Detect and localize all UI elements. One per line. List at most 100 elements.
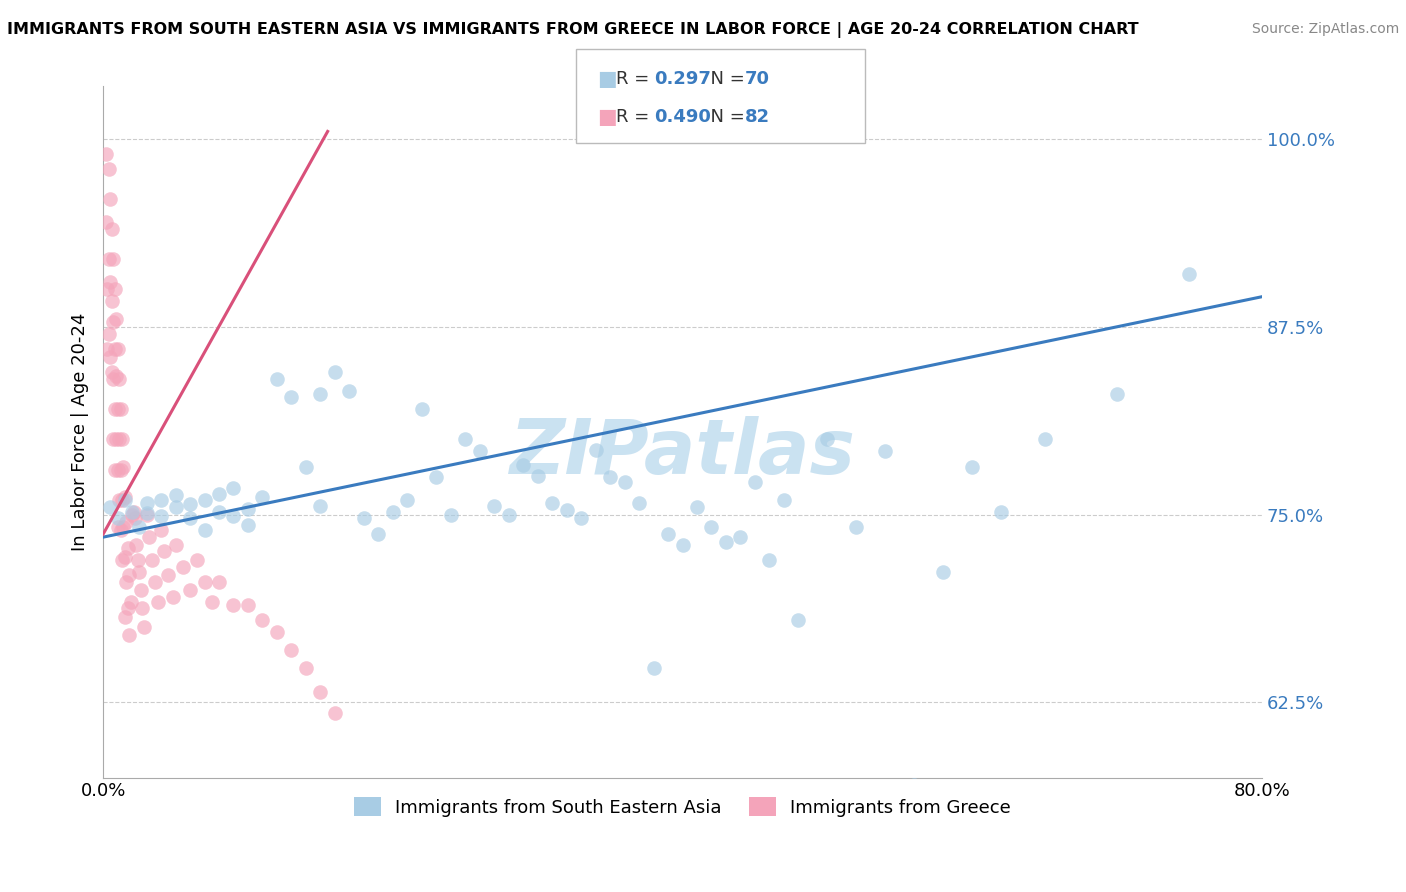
Point [252, 613, 274, 627]
Point [165, 538, 187, 552]
Point [150, 523, 173, 537]
Point [141, 552, 163, 566]
Point [105, 433, 128, 447]
Point [101, 294, 124, 309]
Point [555, 503, 578, 517]
Point [107, 402, 129, 417]
Point [730, 530, 752, 544]
Point [108, 433, 131, 447]
Point [157, 567, 180, 582]
Point [512, 458, 534, 472]
Point [114, 492, 136, 507]
Point [100, 500, 122, 514]
Text: Source: ZipAtlas.com: Source: ZipAtlas.com [1251, 22, 1399, 37]
Point [115, 515, 138, 529]
Point [96, 343, 118, 357]
Point [569, 510, 592, 524]
Point [127, 552, 149, 566]
Point [193, 523, 215, 537]
Point [671, 538, 693, 552]
Point [252, 490, 274, 504]
Point [131, 600, 153, 615]
Point [337, 384, 360, 399]
Point [100, 192, 122, 206]
Point [101, 365, 124, 379]
Point [295, 661, 318, 675]
Point [97, 161, 120, 176]
Point [125, 538, 148, 552]
Text: 0.297: 0.297 [654, 70, 710, 88]
Point [111, 492, 134, 507]
Point [498, 508, 520, 522]
Point [124, 510, 146, 524]
Point [367, 527, 389, 541]
Point [97, 327, 120, 342]
Point [309, 685, 332, 699]
Point [222, 598, 245, 612]
Point [657, 527, 679, 541]
Point [165, 488, 187, 502]
Point [128, 565, 150, 579]
Point [309, 387, 332, 401]
Point [845, 519, 868, 533]
Point [266, 624, 288, 639]
Point [381, 505, 404, 519]
Point [108, 372, 131, 386]
Point [1178, 267, 1201, 281]
Point [94, 214, 117, 228]
Point [117, 600, 139, 615]
Point [208, 575, 231, 590]
Point [323, 706, 346, 720]
Point [1033, 433, 1056, 447]
Point [107, 510, 129, 524]
Point [353, 510, 375, 524]
Point [103, 315, 125, 329]
Point [107, 519, 129, 533]
Point [186, 552, 208, 566]
Point [222, 481, 245, 495]
Point [179, 582, 201, 597]
Point [686, 500, 709, 514]
Point [101, 222, 124, 236]
Point [323, 365, 346, 379]
Point [135, 506, 157, 520]
Point [105, 369, 128, 384]
Point [150, 509, 173, 524]
Point [425, 470, 447, 484]
Point [110, 462, 132, 476]
Point [875, 444, 897, 458]
Point [108, 492, 131, 507]
Point [150, 492, 173, 507]
Point [266, 372, 288, 386]
Point [135, 508, 157, 522]
Point [94, 147, 117, 161]
Point [179, 497, 201, 511]
Text: 70: 70 [745, 70, 770, 88]
Point [117, 541, 139, 555]
Point [97, 252, 120, 267]
Text: N =: N = [699, 108, 751, 126]
Point [236, 598, 259, 612]
Point [208, 505, 231, 519]
Point [114, 549, 136, 564]
Point [468, 444, 491, 458]
Point [411, 402, 433, 417]
Point [153, 543, 176, 558]
Point [236, 518, 259, 533]
Text: N =: N = [699, 70, 751, 88]
Point [787, 613, 810, 627]
Point [103, 433, 125, 447]
Point [541, 495, 564, 509]
Point [132, 620, 155, 634]
Point [193, 492, 215, 507]
Point [932, 565, 955, 579]
Point [111, 433, 134, 447]
Point [114, 490, 136, 504]
Point [138, 530, 160, 544]
Point [129, 582, 152, 597]
Point [143, 575, 166, 590]
Text: 0.490: 0.490 [654, 108, 710, 126]
Point [128, 519, 150, 533]
Point [208, 486, 231, 500]
Point [165, 500, 187, 514]
